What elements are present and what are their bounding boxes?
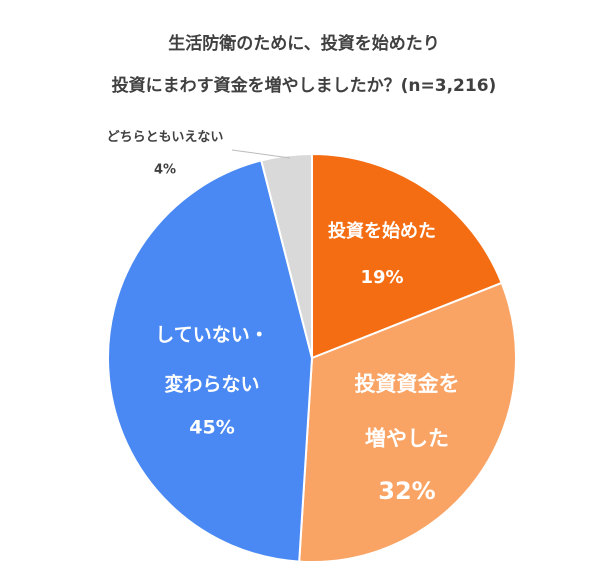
value-label: 45% bbox=[189, 417, 234, 439]
value-label: 19% bbox=[360, 267, 403, 288]
leader-line bbox=[231, 149, 291, 159]
slice-label-line: どちらともいえない bbox=[107, 130, 224, 145]
slice-label-line: 投資を始めた bbox=[328, 220, 436, 242]
slice-label-line: していない・ bbox=[155, 324, 268, 346]
chart-title: 生活防衛のために、投資を始めたり bbox=[168, 33, 440, 54]
slice-label-line: 変わらない bbox=[164, 372, 259, 395]
value-label: 32% bbox=[378, 477, 435, 505]
pie-slice bbox=[311, 152, 503, 360]
slice-label-line: 投資資金を bbox=[355, 372, 460, 396]
value-label: 4% bbox=[154, 163, 176, 178]
pie-slice bbox=[260, 152, 313, 359]
chart-title: 投資にまわす資金を増やしましたか？(n=3,216) bbox=[112, 75, 497, 96]
slice-label: 投資資金を増やした bbox=[355, 372, 460, 451]
slice-label: 投資を始めた bbox=[328, 220, 436, 242]
slice-label-line: 増やした bbox=[365, 427, 449, 451]
slice-label: していない・変わらない bbox=[155, 324, 268, 395]
pie-slice bbox=[298, 281, 517, 563]
slice-label: どちらともいえない bbox=[107, 130, 224, 145]
pie-slice bbox=[107, 159, 314, 563]
